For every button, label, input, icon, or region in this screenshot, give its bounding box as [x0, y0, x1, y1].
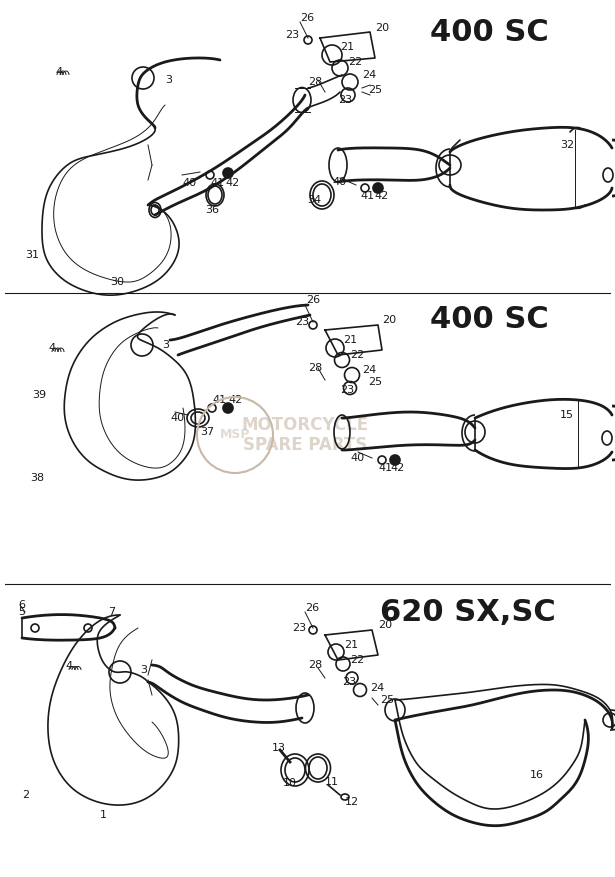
Text: 41: 41: [212, 395, 226, 405]
Text: 24: 24: [362, 365, 376, 375]
Text: 26: 26: [306, 295, 320, 305]
Text: 10: 10: [283, 778, 297, 788]
Text: 25: 25: [380, 695, 394, 705]
Text: 25: 25: [368, 377, 382, 387]
Text: 25: 25: [368, 85, 382, 95]
Text: MOTORCYCLE
SPARE PARTS: MOTORCYCLE SPARE PARTS: [242, 416, 368, 454]
Text: 22: 22: [350, 655, 364, 665]
Circle shape: [373, 183, 383, 193]
Text: 20: 20: [378, 620, 392, 630]
Text: 20: 20: [375, 23, 389, 33]
Text: 20: 20: [382, 315, 396, 325]
Text: 32: 32: [560, 140, 574, 150]
Text: 28: 28: [308, 660, 322, 670]
Text: 16: 16: [530, 770, 544, 780]
Text: 7: 7: [108, 607, 115, 617]
Text: 4: 4: [65, 661, 72, 671]
Text: 4: 4: [48, 343, 55, 353]
Text: 400 SC: 400 SC: [430, 18, 549, 47]
Text: 36: 36: [205, 205, 219, 215]
Text: 21: 21: [344, 640, 358, 650]
Text: 42: 42: [228, 395, 242, 405]
Text: 5: 5: [18, 607, 25, 617]
Text: 24: 24: [370, 683, 384, 693]
Text: 42: 42: [225, 178, 239, 188]
Circle shape: [223, 168, 233, 178]
Text: 3: 3: [165, 75, 172, 85]
Text: 23: 23: [295, 317, 309, 327]
Text: 400 SC: 400 SC: [430, 305, 549, 334]
Text: 26: 26: [300, 13, 314, 23]
Text: 2: 2: [22, 790, 29, 800]
Text: 24: 24: [362, 70, 376, 80]
Text: 23: 23: [342, 677, 356, 687]
Circle shape: [223, 403, 233, 413]
Text: 26: 26: [305, 603, 319, 613]
Text: 40: 40: [350, 453, 364, 463]
Text: 11: 11: [325, 777, 339, 787]
Text: 38: 38: [30, 473, 44, 483]
Text: 41: 41: [360, 191, 374, 201]
Text: 620 SX,SC: 620 SX,SC: [380, 598, 556, 627]
Text: 21: 21: [340, 42, 354, 52]
Text: 12: 12: [345, 797, 359, 807]
Text: 3: 3: [162, 340, 169, 350]
Text: 40: 40: [170, 413, 184, 423]
Text: 13: 13: [272, 743, 286, 753]
Text: 37: 37: [200, 427, 214, 437]
Text: 28: 28: [308, 77, 322, 87]
Circle shape: [390, 455, 400, 465]
Text: 39: 39: [32, 390, 46, 400]
Text: 42: 42: [374, 191, 388, 201]
Text: 31: 31: [25, 250, 39, 260]
Text: 22: 22: [348, 57, 362, 67]
Text: MSP: MSP: [220, 429, 250, 441]
Text: 4: 4: [55, 67, 62, 77]
Text: 28: 28: [308, 363, 322, 373]
Text: 34: 34: [307, 195, 321, 205]
Text: 15: 15: [560, 410, 574, 420]
Text: 23: 23: [338, 95, 352, 105]
Text: 30: 30: [110, 277, 124, 287]
Text: 21: 21: [343, 335, 357, 345]
Text: 41: 41: [378, 463, 392, 473]
Text: 23: 23: [285, 30, 299, 40]
Text: 41: 41: [210, 178, 224, 188]
Text: 23: 23: [340, 385, 354, 395]
Text: 22: 22: [350, 350, 364, 360]
Text: 23: 23: [292, 623, 306, 633]
Text: 40: 40: [182, 178, 196, 188]
Text: 6: 6: [18, 600, 25, 610]
Text: 3: 3: [140, 665, 147, 675]
Text: 1: 1: [100, 810, 107, 820]
Text: 40: 40: [332, 177, 346, 187]
Text: 42: 42: [390, 463, 404, 473]
